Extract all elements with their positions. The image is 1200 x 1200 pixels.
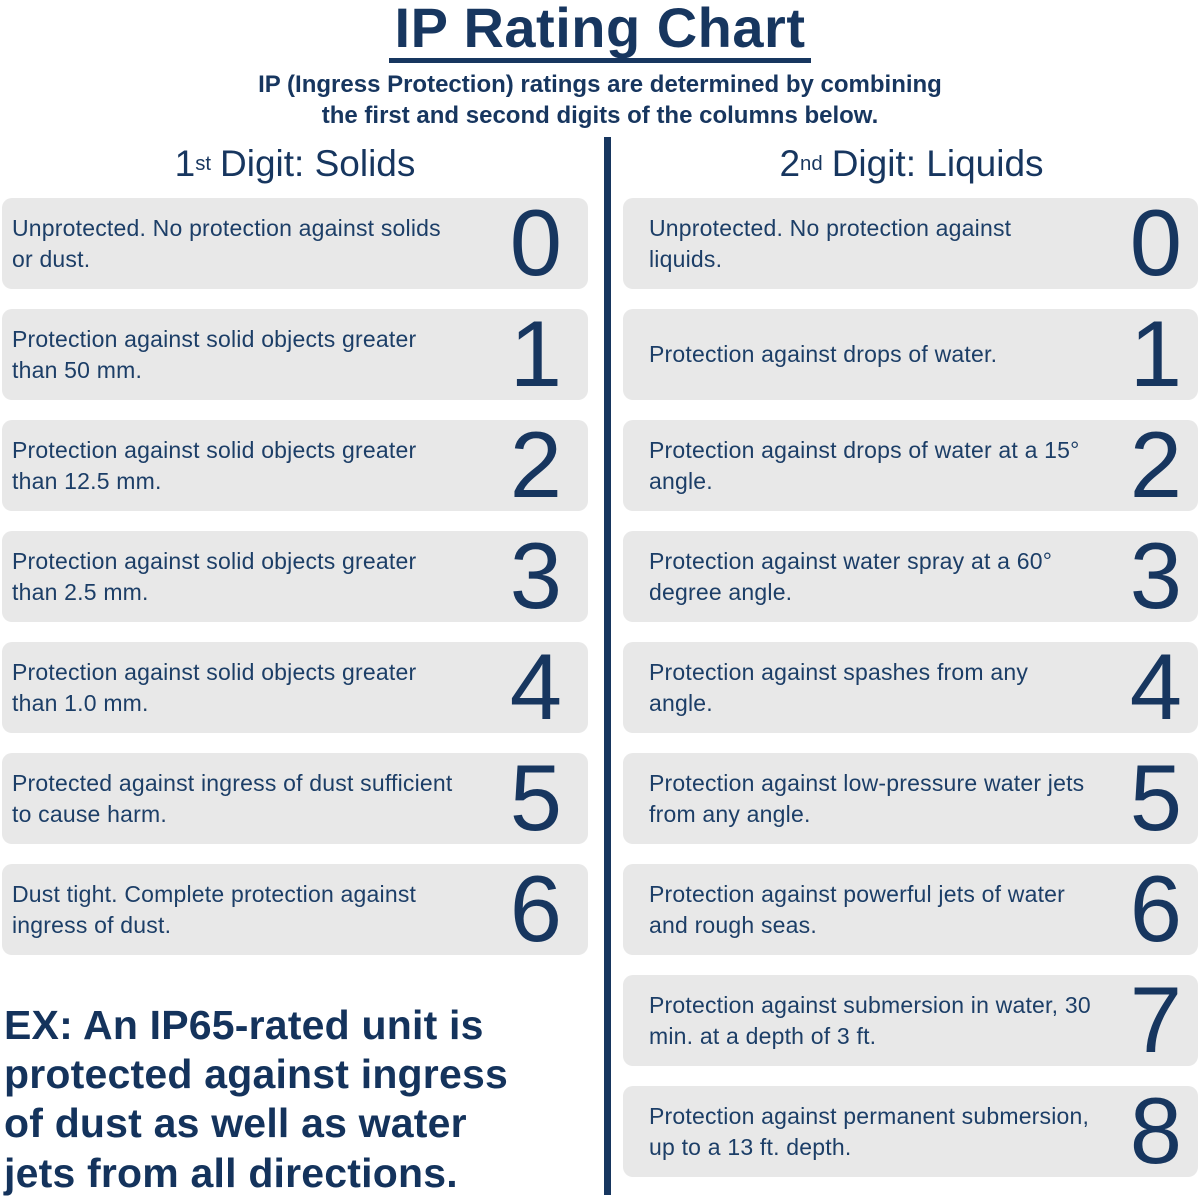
rating-description: Protection against powerful jets of wate… [649,881,1066,938]
rating-row: Unprotected. No protection against liqui… [623,190,1198,296]
rating-digit: 0 [509,190,562,296]
rating-digit: 2 [1129,412,1182,518]
rating-description: Protection against solid objects greater… [12,326,417,383]
rating-row: Protection against submersion in water, … [623,967,1198,1073]
rating-row: Protected against ingress of dust suffic… [2,745,588,851]
heading-text: Digit: Solids [220,143,416,184]
rating-row: Protection against water spray at a 60° … [623,523,1198,629]
rating-digit: 1 [509,301,562,407]
rating-digit: 8 [1129,1078,1182,1184]
rating-digit: 7 [1129,967,1182,1073]
rating-description: Protection against drops of water at a 1… [649,437,1080,494]
rating-row: Protection against solid objects greater… [2,301,588,407]
rating-description: Protected against ingress of dust suffic… [12,770,453,827]
rating-description: Unprotected. No protection against liqui… [649,215,1012,272]
rating-description: Dust tight. Complete protection against … [12,881,417,938]
rating-description: Protection against water spray at a 60° … [649,548,1053,605]
column-divider [604,137,611,1195]
rating-digit: 6 [509,856,562,962]
rating-row: Protection against powerful jets of wate… [623,856,1198,962]
chart-header: IP Rating Chart IP (Ingress Protection) … [0,0,1200,131]
rating-description: Protection against low-pressure water je… [649,770,1085,827]
rating-digit: 0 [1129,190,1182,296]
rating-digit: 2 [509,412,562,518]
rating-digit: 5 [1129,745,1182,851]
rating-row: Protection against drops of water at a 1… [623,412,1198,518]
liquids-rows: Unprotected. No protection against liqui… [623,190,1200,1184]
rating-digit: 5 [509,745,562,851]
rating-row: Protection against spashes from any angl… [623,634,1198,740]
heading-text: Digit: Liquids [831,143,1044,184]
rating-row: Protection against solid objects greater… [2,412,588,518]
rating-row: Dust tight. Complete protection against … [2,856,588,962]
solids-rows: Unprotected. No protection against solid… [0,190,590,962]
rating-digit: 4 [1129,634,1182,740]
page-title: IP Rating Chart [388,0,812,63]
rating-description: Protection against spashes from any angl… [649,659,1029,716]
rating-description: Protection against solid objects greater… [12,548,417,605]
rating-digit: 3 [1129,523,1182,629]
rating-digit: 6 [1129,856,1182,962]
heading-number: 1 [174,143,196,184]
rating-row: Protection against permanent submersion,… [623,1078,1198,1184]
rating-description: Protection against solid objects greater… [12,659,417,716]
rating-description: Unprotected. No protection against solid… [12,215,441,272]
rating-row: Protection against solid objects greater… [2,523,588,629]
rating-digit: 4 [509,634,562,740]
rating-description: Protection against submersion in water, … [649,992,1091,1049]
rating-description: Protection against drops of water. [649,341,998,368]
rating-digit: 1 [1129,301,1182,407]
rating-row: Protection against low-pressure water je… [623,745,1198,851]
page-subtitle: IP (Ingress Protection) ratings are dete… [258,71,942,130]
rating-row: Protection against drops of water. 1 [623,301,1198,407]
rating-digit: 3 [509,523,562,629]
rating-row: Unprotected. No protection against solid… [2,190,588,296]
rating-row: Protection against solid objects greater… [2,634,588,740]
rating-description: Protection against solid objects greater… [12,437,417,494]
rating-description: Protection against permanent submersion,… [649,1103,1090,1160]
example-text: EX: An IP65-rated unit is protected agai… [4,1002,508,1196]
heading-number: 2 [779,143,801,184]
